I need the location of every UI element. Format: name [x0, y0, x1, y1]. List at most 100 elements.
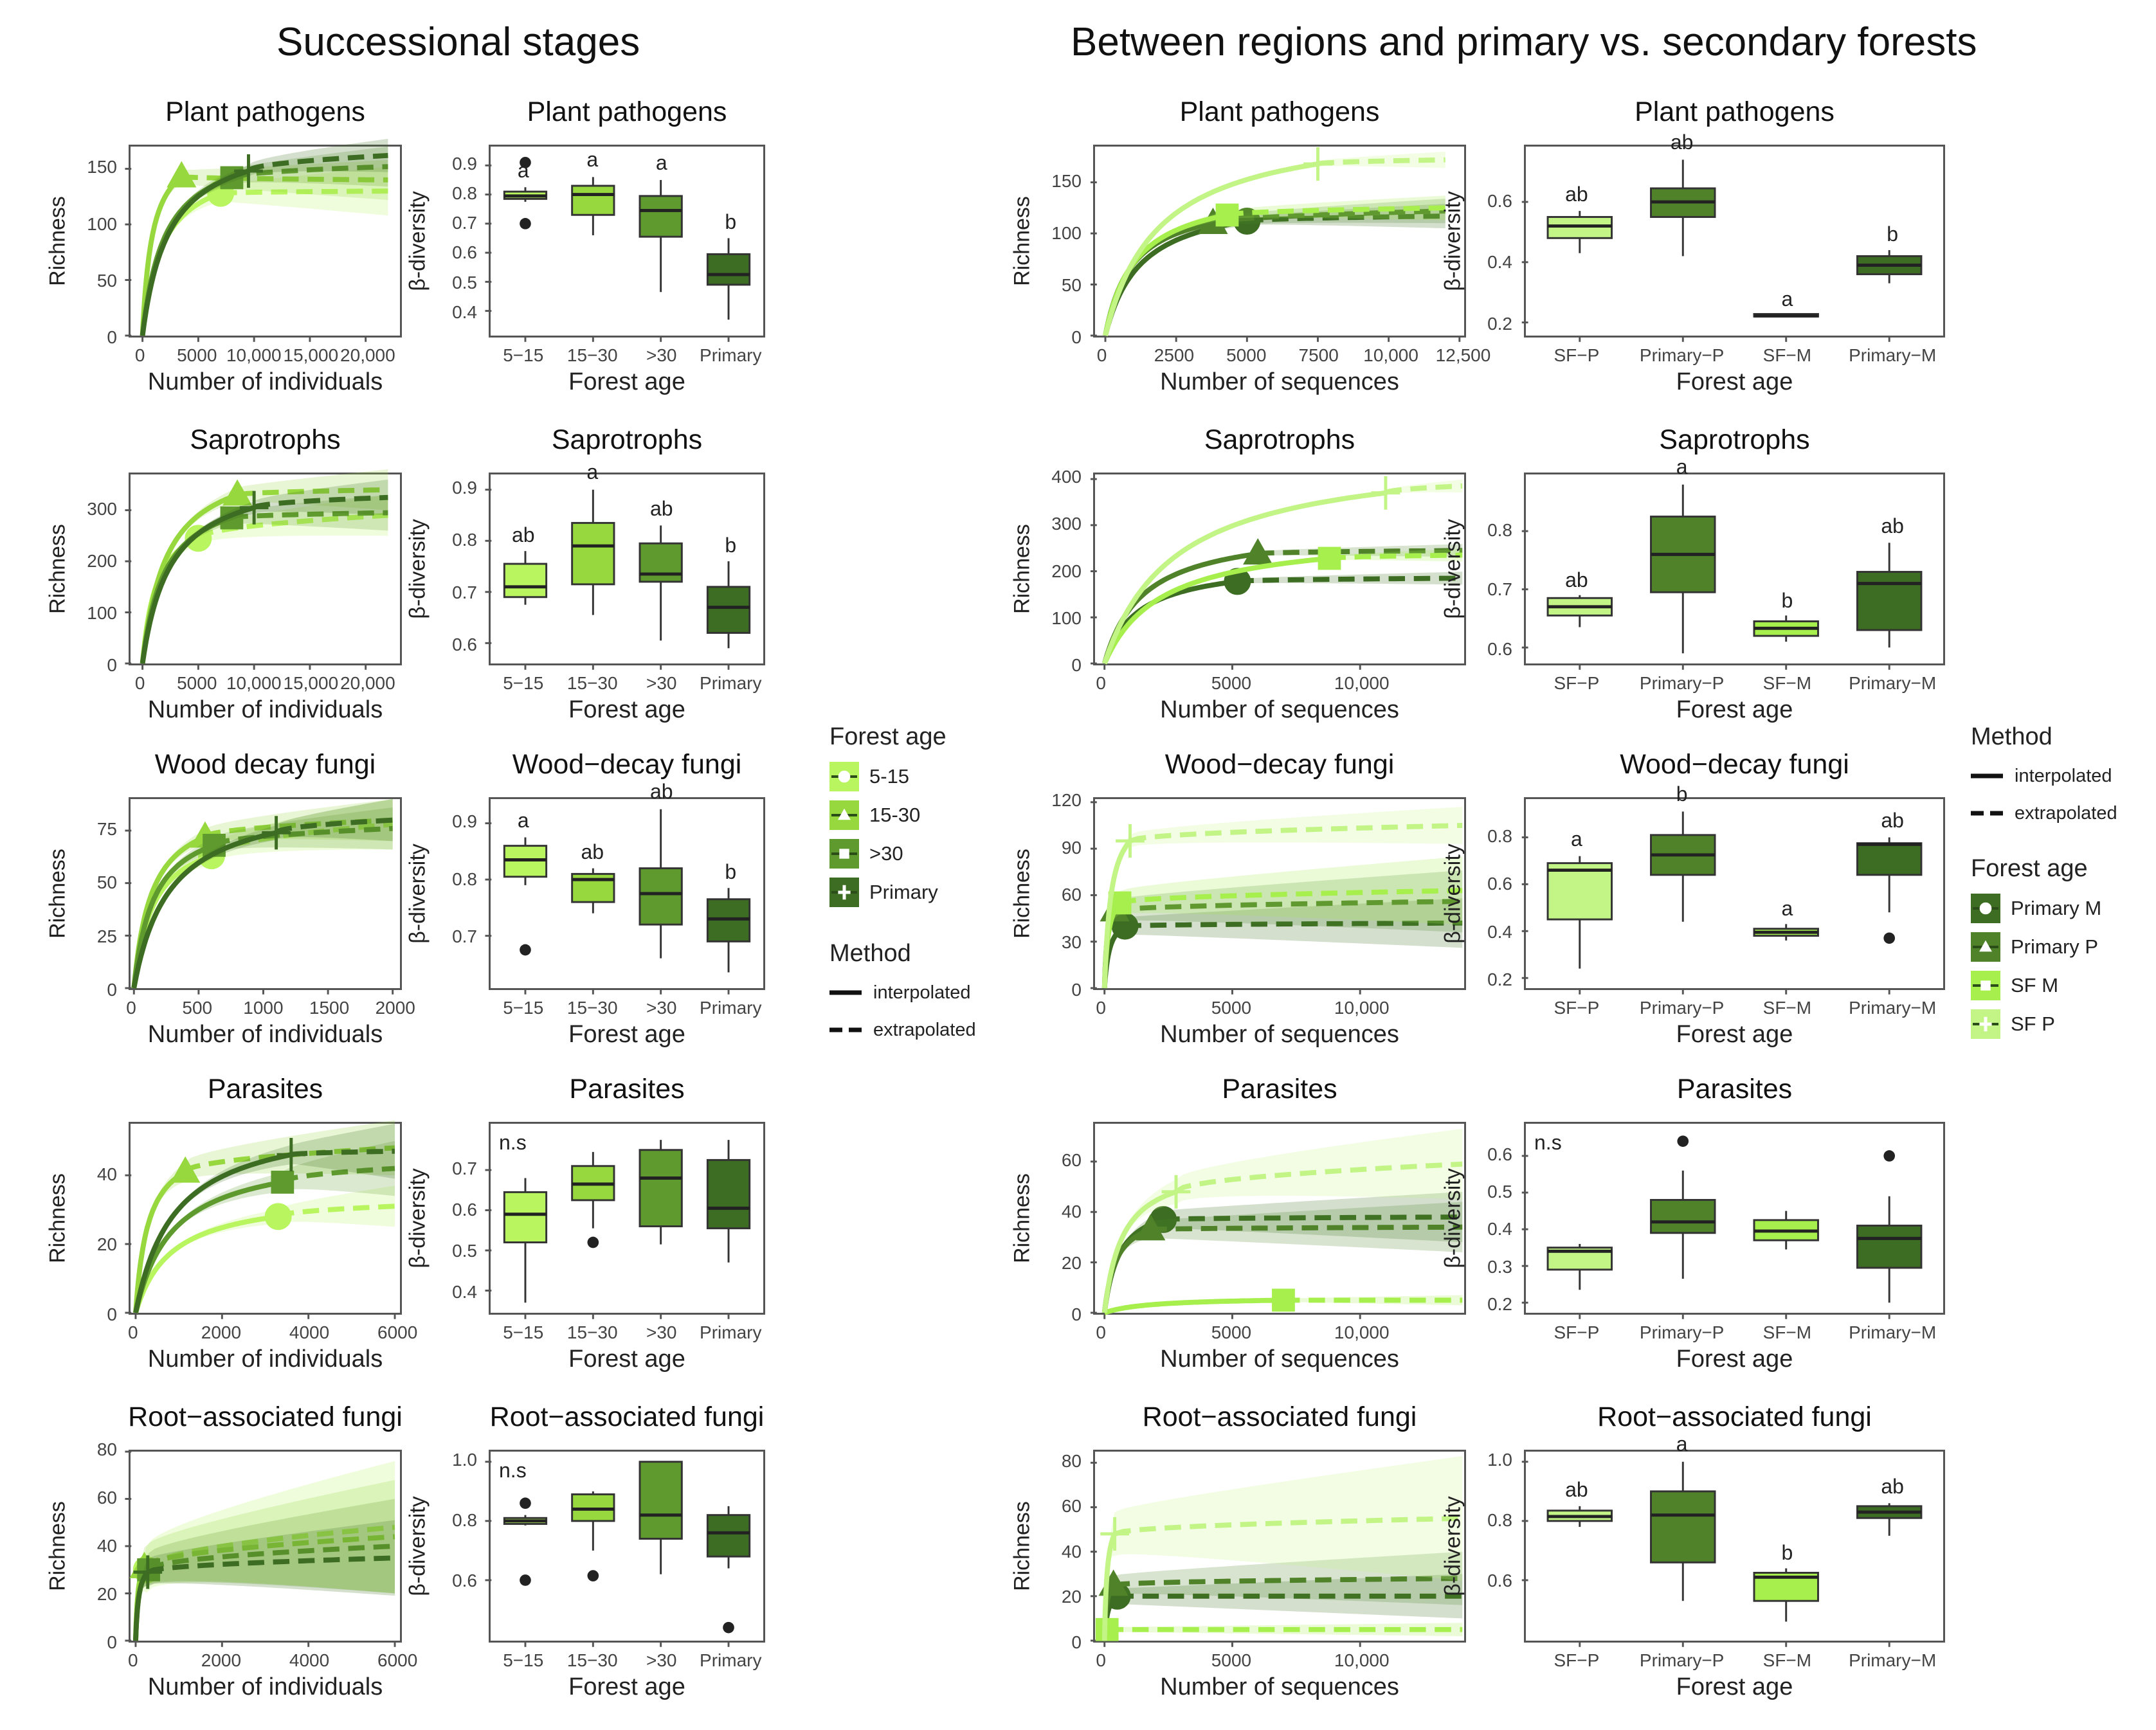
boxplot-svg [485, 489, 751, 670]
y-tick-label: 150 [1051, 170, 1082, 191]
x-tick-label: 10,000 [1334, 998, 1390, 1018]
significance-letter: a [1781, 287, 1793, 311]
y-tick-label: 20 [1061, 1253, 1082, 1273]
y-axis-label: Richness [1010, 849, 1035, 939]
significance-letter: ab [1670, 130, 1694, 154]
observed-point-marker [234, 154, 263, 188]
y-axis-label: Richness [45, 1501, 70, 1591]
confidence-band [135, 1480, 395, 1641]
x-tick-label: 5−15 [503, 1650, 544, 1670]
extrapolated-curve [1384, 483, 1463, 496]
solid-line-icon [1971, 773, 2003, 779]
y-tick-label: 0.7 [452, 1158, 477, 1179]
x-axis-label: Number of individuals [147, 696, 383, 723]
y-tick-label: 0 [107, 1304, 117, 1324]
confidence-band [135, 1499, 395, 1641]
box-2 [1753, 615, 1819, 642]
y-axis-label: β-diversity [405, 1168, 430, 1268]
x-tick-label: 5000 [1211, 1322, 1252, 1342]
right-section-title: Between regions and primary vs. secondar… [1071, 20, 1977, 64]
y-axis-label: Richness [1010, 1173, 1035, 1263]
significance-letter: a [517, 158, 529, 182]
significance-letter: a [1676, 455, 1688, 479]
y-axis-label: β-diversity [1440, 843, 1465, 944]
x-tick-label: Primary [700, 1322, 762, 1342]
confidence-band [1105, 199, 1445, 336]
boxplot-svg [1521, 1135, 1923, 1319]
panel-title: Root−associated fungi [489, 1401, 765, 1432]
y-tick-label: 75 [96, 819, 117, 839]
y-tick-label: 20 [1061, 1587, 1082, 1607]
x-tick-label: >30 [646, 673, 677, 693]
panel-title: Plant pathogens [1635, 96, 1834, 127]
x-tick-label: 0 [126, 998, 136, 1018]
x-tick-label: SF−M [1762, 998, 1812, 1018]
box-3 [706, 238, 751, 320]
box-2 [1753, 1211, 1819, 1250]
rarefaction-plot [125, 469, 402, 670]
extrapolated-curve [220, 188, 388, 196]
legend-label: Primary M [2011, 897, 2102, 919]
interpolated-curve [1101, 839, 1132, 989]
observed-point-marker [170, 1156, 201, 1183]
significance-letter: a [517, 808, 529, 832]
confidence-band [1104, 1191, 1463, 1313]
extrapolated-curve [147, 1555, 395, 1575]
significance-letter: ab [1565, 1477, 1588, 1501]
legend-item: 5-15 [829, 757, 976, 796]
rarefaction-plot [125, 1450, 402, 1647]
x-tick-label: 20,000 [340, 673, 395, 693]
y-axis-label: β-diversity [1440, 1168, 1465, 1268]
box-3 [1856, 1150, 1923, 1303]
x-tick-label: 15−30 [566, 1650, 618, 1670]
box-1 [1650, 811, 1716, 922]
observed-point-marker [838, 770, 851, 783]
extrapolated-curve [144, 1524, 395, 1572]
extrapolated-curve [1328, 552, 1463, 561]
y-tick-label: 100 [1051, 222, 1082, 243]
iqr-box [1650, 1198, 1716, 1234]
legend-label: 5-15 [869, 765, 910, 788]
y-tick-label: 0.4 [1487, 252, 1512, 273]
legend-method-item: interpolated [1971, 757, 2117, 795]
outlier-point [723, 1621, 734, 1634]
confidence-band [1104, 1128, 1463, 1313]
y-tick-label: 0.6 [452, 634, 477, 654]
y-tick-label: 40 [96, 1536, 117, 1556]
observed-point-marker [839, 849, 849, 859]
significance-letter: a [586, 460, 599, 484]
significance-letter: b [1676, 782, 1688, 806]
boxplot-plot [485, 1122, 765, 1319]
extrapolated-curve [280, 1166, 395, 1184]
confidence-band [1104, 1455, 1463, 1641]
interpolated-curve [131, 830, 277, 989]
x-tick-label: 2000 [201, 1650, 242, 1670]
x-tick-label: Primary [700, 673, 762, 693]
y-tick-label: 50 [1061, 275, 1082, 295]
extrapolated-curve [230, 164, 388, 180]
iqr-box [1650, 1490, 1716, 1563]
outlier-point [587, 1236, 599, 1248]
x-tick-label: >30 [646, 1322, 677, 1342]
iqr-box [571, 185, 615, 216]
iqr-box [706, 253, 751, 286]
iqr-box [503, 563, 548, 599]
significance-letter: b [725, 860, 737, 884]
x-tick-label: 0 [134, 345, 145, 365]
series-primary-m [1102, 568, 1463, 665]
confidence-band [1104, 544, 1463, 663]
y-tick-label: 0.8 [1487, 825, 1512, 846]
iqr-box [1546, 862, 1613, 921]
y-tick-label: 0.4 [1487, 921, 1512, 942]
y-axis-label: β-diversity [405, 191, 430, 291]
x-tick-label: >30 [646, 998, 677, 1018]
observed-point-marker [1318, 546, 1341, 570]
x-tick-label: 5−15 [503, 998, 544, 1018]
boxplot-svg [485, 156, 751, 342]
panel-title: Parasites [1676, 1074, 1793, 1104]
rarefaction-svg [1091, 1455, 1463, 1647]
y-tick-label: 60 [1061, 1150, 1082, 1170]
x-tick-label: 1500 [309, 998, 350, 1018]
x-tick-label: 5000 [177, 673, 217, 693]
y-tick-label: 0.6 [452, 1200, 477, 1220]
